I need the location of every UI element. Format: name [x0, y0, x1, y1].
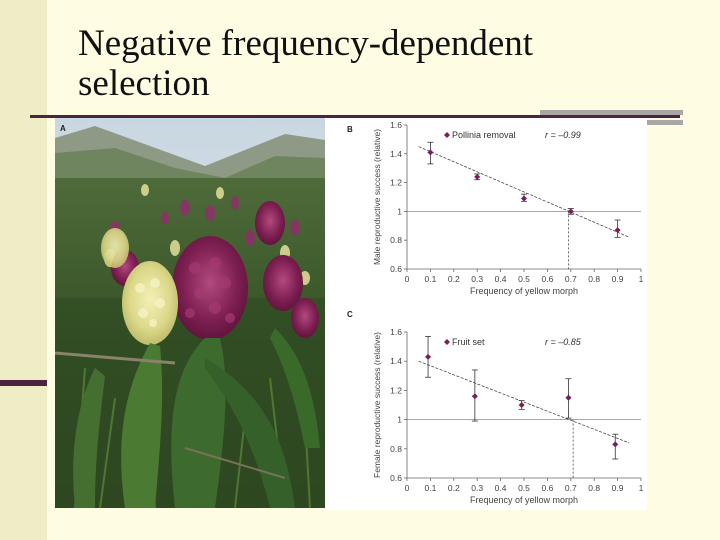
panel-b-x-tick-label: 1 — [639, 274, 644, 284]
charts-svg: B 0.6 0.8 1 1.2 1.4 1.6 0 0.1 0.2 0.3 0.4 0.5 0.6 0.7 0… — [347, 120, 644, 505]
panel-b-x-tick-label: 0.3 — [471, 274, 483, 284]
panel-b-x-tick-label: 0.6 — [541, 274, 553, 284]
panel-c-data-point — [518, 402, 525, 408]
panel-c-x-tick-label: 0.1 — [424, 483, 436, 493]
panel-c-y-tick-label: 1.6 — [390, 327, 402, 337]
panel-c-x-tick-label: 0.9 — [612, 483, 624, 493]
panel-c-data-point — [565, 394, 572, 401]
panel-c-y-tick-label: 1.4 — [390, 356, 402, 366]
panel-b-x-tick-label: 0 — [405, 274, 410, 284]
panel-c-x-tick-label: 1 — [639, 483, 644, 493]
slide-title-line2: selection — [78, 62, 210, 104]
title-rule-accent — [540, 110, 683, 115]
panel-b-y-tick-label: 1.4 — [390, 149, 402, 159]
orchid-photo: A — [55, 118, 325, 508]
panel-b-data-point — [474, 173, 481, 180]
panel-b-x-tick-label: 0.9 — [612, 274, 624, 284]
panel-c-y-tick-label: 0.8 — [390, 444, 402, 454]
panel-c-x-tick-label: 0.6 — [541, 483, 553, 493]
left-band — [0, 0, 47, 540]
panel-c-x-tick-label: 0.3 — [471, 483, 483, 493]
panel-c-y-axis-label: Female reproductive success (relative) — [372, 332, 382, 478]
panel-c-y-tick-label: 1 — [397, 415, 402, 425]
panel-b-legend-label: Pollinia removal — [452, 130, 516, 140]
panel-b-y-axis-label: Male reproductive success (relative) — [372, 129, 382, 265]
panel-c-x-tick-label: 0.2 — [448, 483, 460, 493]
panel-c-x-tick-label: 0.4 — [495, 483, 507, 493]
panel-b-letter: B — [347, 125, 353, 134]
panel-c-regression-line — [418, 360, 630, 444]
panel-b-x-tick-label: 0.5 — [518, 274, 530, 284]
panel-b-data-point — [427, 149, 434, 156]
panel-c-y-tick-label: 1.2 — [390, 385, 402, 395]
panel-c-legend-stat: r = –0.85 — [545, 337, 582, 347]
photo-panel-label: A — [60, 124, 66, 133]
orchid-photo-image: A — [55, 118, 325, 508]
panel-c-x-axis-label: Frequency of yellow morph — [470, 495, 578, 505]
panel-b-x-axis-label: Frequency of yellow morph — [470, 286, 578, 296]
panel-b-x-tick-label: 0.7 — [565, 274, 577, 284]
panel-b-legend-marker — [444, 132, 450, 138]
title-rule — [30, 115, 680, 118]
panel-c-letter: C — [347, 310, 353, 319]
panel-b-regression-line — [418, 146, 630, 238]
panel-c-legend-marker — [444, 339, 450, 345]
panel-b-x-tick-label: 0.2 — [448, 274, 460, 284]
panel-c-x-tick-label: 0.7 — [565, 483, 577, 493]
title-rule-accent-2 — [620, 120, 683, 125]
panel-c-data-point — [425, 353, 432, 360]
panel-c-x-tick-label: 0.8 — [588, 483, 600, 493]
panel-b-legend-stat: r = –0.99 — [545, 130, 581, 140]
slide-title: Negative frequency-dependent selection — [78, 24, 678, 104]
panel-b-data-point — [521, 195, 527, 202]
left-accent-bar — [0, 380, 47, 386]
figure-panels: B 0.6 0.8 1 1.2 1.4 1.6 0 0.1 0.2 0.3 0.4 0.5 0.6 0.7 0… — [325, 118, 647, 510]
panel-b-data-point — [614, 227, 621, 234]
panel-b-y-tick-label: 1.2 — [390, 178, 402, 188]
panel-b-x-tick-label: 0.4 — [495, 274, 507, 284]
panel-c-x-tick-label: 0.5 — [518, 483, 530, 493]
panel-c-data-point — [612, 441, 619, 448]
panel-b-y-tick-label: 1.6 — [390, 120, 402, 130]
slide-title-line1: Negative frequency-dependent — [78, 23, 534, 64]
panel-b-y-tick-label: 0.6 — [390, 264, 402, 274]
panel-c-x-tick-label: 0 — [405, 483, 410, 493]
panel-c-legend-label: Fruit set — [452, 337, 485, 347]
panel-b-x-tick-label: 0.1 — [424, 274, 436, 284]
panel-c-data-point — [471, 393, 478, 400]
panel-b-y-tick-label: 0.8 — [390, 235, 402, 245]
panel-b-data-point — [567, 208, 574, 215]
panel-b-x-tick-label: 0.8 — [588, 274, 600, 284]
panel-c-y-tick-label: 0.6 — [390, 473, 402, 483]
panel-b-y-tick-label: 1 — [397, 206, 402, 216]
